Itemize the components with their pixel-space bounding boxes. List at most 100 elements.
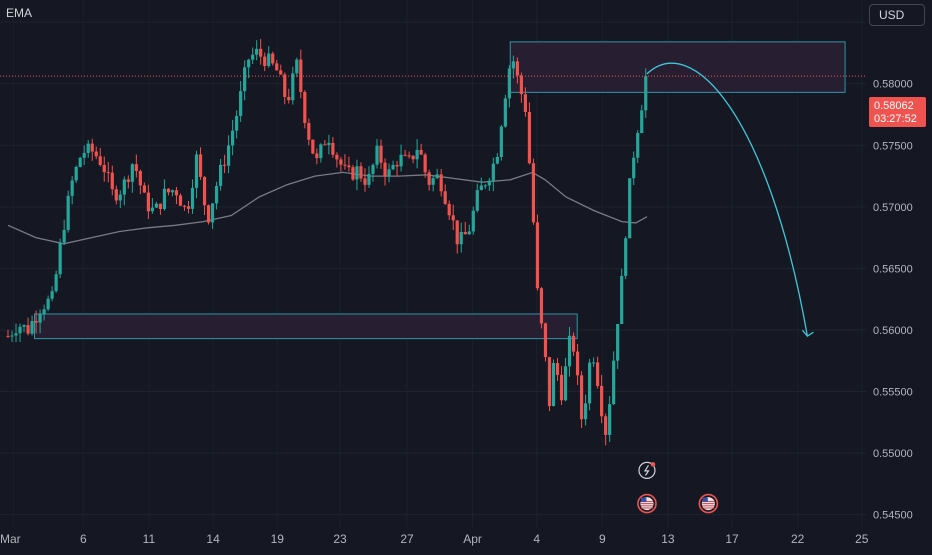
candle <box>471 206 475 235</box>
candle <box>6 329 10 338</box>
candle-body <box>74 166 78 181</box>
us-flag-icon[interactable] <box>698 493 719 514</box>
candle-body <box>600 385 604 417</box>
supply-demand-zone-1[interactable] <box>34 313 578 340</box>
candle-body <box>395 164 399 167</box>
candle <box>463 221 467 235</box>
candle-body <box>575 351 580 376</box>
candle-body <box>523 94 528 112</box>
indicator-legend-ema[interactable]: EMA <box>6 6 33 20</box>
candle <box>263 52 267 72</box>
candle-body <box>411 155 415 160</box>
candle-body <box>375 145 379 165</box>
candle <box>259 39 263 65</box>
candle-body <box>86 143 90 153</box>
candle <box>22 324 26 333</box>
candle <box>624 236 628 280</box>
candle-body <box>459 231 463 245</box>
candle <box>10 330 14 342</box>
candle <box>315 148 319 165</box>
candle-body <box>423 154 427 173</box>
candle <box>503 94 507 128</box>
candle-body <box>579 375 584 420</box>
candle <box>475 183 479 213</box>
candle <box>531 158 536 225</box>
candle <box>331 136 335 158</box>
y-tick-label: 0.55500 <box>873 387 913 399</box>
candle <box>491 157 495 192</box>
projection-curve[interactable] <box>646 62 809 337</box>
x-tick-label: Apr <box>463 532 482 546</box>
x-tick-label: 6 <box>80 532 87 546</box>
candle <box>295 57 299 78</box>
candle <box>231 119 235 156</box>
candle-body <box>551 363 556 407</box>
candle <box>563 357 568 402</box>
candle <box>178 193 183 206</box>
projection-arrowhead <box>801 329 814 338</box>
candle <box>186 200 191 214</box>
candle-body <box>479 185 483 191</box>
candle <box>190 179 195 214</box>
candle-body <box>311 139 315 154</box>
candle <box>547 357 552 412</box>
candle <box>94 146 98 160</box>
candle-body <box>70 180 74 196</box>
candle <box>399 144 403 172</box>
candle <box>130 163 134 193</box>
candle-body <box>26 325 30 334</box>
candle-body <box>210 203 215 223</box>
supply-demand-zone-2[interactable] <box>509 41 846 93</box>
candle <box>419 143 423 156</box>
zones <box>34 41 846 340</box>
candle <box>451 204 455 231</box>
candle <box>287 88 291 104</box>
candle <box>90 138 94 161</box>
candle <box>247 58 251 79</box>
candle-body <box>58 242 62 275</box>
candle-body <box>263 56 267 66</box>
candle <box>527 102 532 165</box>
candle <box>487 177 491 191</box>
candle <box>507 64 511 108</box>
candle-body <box>255 48 259 55</box>
candle-body <box>367 173 371 185</box>
candle-body <box>259 48 263 57</box>
x-tick-label: 4 <box>533 532 540 546</box>
candle-body <box>202 176 207 206</box>
candle <box>555 358 560 381</box>
candle <box>608 396 612 442</box>
candle-body <box>307 122 311 140</box>
candle <box>275 59 279 71</box>
candle <box>587 358 592 411</box>
candle <box>110 165 114 196</box>
candle-body <box>166 188 171 193</box>
candle-body <box>359 166 363 179</box>
candle <box>583 394 588 426</box>
candle <box>114 185 118 205</box>
candle-body <box>279 70 283 75</box>
candle-body <box>455 220 459 245</box>
candle <box>30 315 34 336</box>
candle-body <box>319 144 323 159</box>
candle-body <box>495 156 499 164</box>
candle-body <box>327 142 331 145</box>
candle-body <box>347 165 351 168</box>
candle-body <box>174 190 179 196</box>
y-tick-label: 0.58000 <box>873 79 913 91</box>
ema-line[interactable] <box>7 171 648 245</box>
candle-body <box>239 91 243 116</box>
candle-body <box>391 164 395 170</box>
x-tick-label: 14 <box>206 532 220 546</box>
currency-selector-button[interactable]: USD <box>869 4 925 26</box>
candle-body <box>427 172 431 185</box>
candle <box>495 153 499 165</box>
lightning-icon[interactable] <box>638 461 656 479</box>
us-flag-icon[interactable] <box>637 493 657 514</box>
candle-body <box>443 191 447 204</box>
candle-body <box>431 178 435 185</box>
candle <box>218 158 223 191</box>
candle <box>515 57 519 84</box>
